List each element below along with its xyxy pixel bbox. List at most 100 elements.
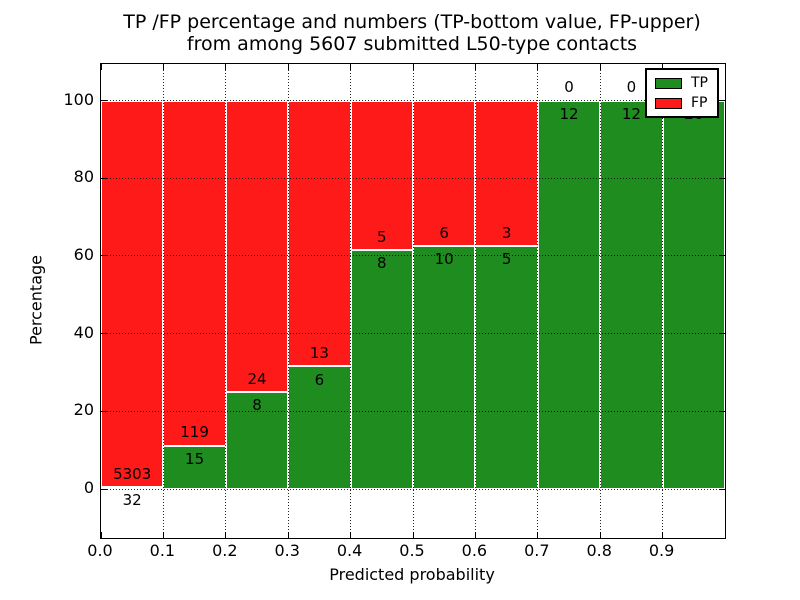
- bar-4-fp-count-label: 5: [377, 227, 387, 246]
- bar-7-tp-count-label: 12: [559, 104, 579, 123]
- bar-4-tp-count-label: 8: [377, 254, 387, 273]
- x-tick-label-0.8: 0.8: [586, 541, 612, 560]
- bar-5-fp-count-label: 6: [439, 224, 449, 242]
- bar-3-fp-count-label: 13: [309, 344, 329, 363]
- y-tickmark-right-100: [719, 100, 725, 102]
- x-tick-label-0.4: 0.4: [336, 541, 363, 560]
- x-tickmark-top-1: [162, 64, 164, 70]
- x-tickmark-bottom-0: [100, 532, 102, 538]
- bar-6-tp-count-label: 5: [501, 250, 512, 269]
- x-tickmark-top-2: [225, 64, 227, 70]
- bar-1-tp-count-label: 15: [185, 449, 205, 468]
- x-tickmark-bottom-7: [537, 532, 539, 538]
- bar-5-tp-count-label: 10: [434, 250, 454, 269]
- bar-0-tp-segment: [101, 486, 164, 490]
- y-tickmark-right-20: [719, 410, 725, 412]
- bar-5-tp-segment: [413, 246, 476, 490]
- y-tick-label-20: 20: [73, 400, 94, 420]
- x-tickmark-bottom-10: [724, 532, 726, 538]
- x-tickmark-top-8: [599, 64, 601, 70]
- bar-7-fp-count-label: 0: [564, 78, 574, 97]
- bar-8-fp-count-label: 0: [626, 78, 637, 97]
- plot-area: 530332119152481365861035012012026 TP FP: [100, 63, 726, 539]
- gridline-x-0.9: [662, 64, 664, 538]
- legend-item-tp: TP: [655, 76, 708, 90]
- y-tickmark-right-40: [719, 333, 725, 335]
- bar-1-fp-segment: [163, 100, 226, 446]
- bar-8-tp-count-label: 12: [621, 104, 641, 123]
- x-tickmark-top-4: [350, 64, 352, 70]
- x-tickmark-bottom-6: [474, 532, 476, 538]
- gridline-x-0.4: [350, 64, 352, 538]
- y-tickmark-left-80: [101, 177, 107, 179]
- x-tick-label-0.2: 0.2: [212, 541, 238, 560]
- bar-1-tp-segment: [163, 445, 226, 490]
- bar-0-tp-count-label: 32: [122, 490, 142, 509]
- y-tickmark-left-100: [101, 100, 107, 102]
- y-tick-label-0: 0: [83, 478, 94, 498]
- y-tickmark-left-0: [101, 488, 107, 490]
- bar-6-fp-count-label: 3: [501, 224, 512, 242]
- bar-5-fp-segment: [413, 100, 476, 247]
- gridline-x-0.5: [412, 64, 414, 538]
- bar-4-tp-segment: [350, 249, 413, 490]
- bar-3-fp-segment: [288, 100, 351, 367]
- y-tickmark-right-0: [719, 488, 725, 490]
- x-tick-label-0.5: 0.5: [399, 541, 425, 560]
- x-tick-label-0.0: 0.0: [87, 541, 113, 560]
- fp-legend-swatch: [655, 97, 682, 109]
- gridline-x-0.7: [537, 64, 539, 538]
- bar-2-tp-count-label: 8: [252, 396, 262, 415]
- y-tickmark-left-60: [101, 255, 107, 257]
- x-tickmark-top-5: [412, 64, 414, 70]
- bar-8-tp-segment: [600, 100, 663, 490]
- gridline-x-0.6: [474, 64, 476, 538]
- x-axis-label: Predicted probability: [329, 565, 495, 584]
- x-tick-label-0.6: 0.6: [461, 541, 488, 560]
- x-tick-label-0.3: 0.3: [274, 541, 300, 560]
- bar-6-fp-segment: [475, 100, 538, 247]
- bar-3-tp-count-label: 6: [314, 370, 325, 389]
- x-tick-label-0.1: 0.1: [149, 541, 176, 560]
- x-tickmark-top-10: [724, 64, 726, 70]
- tp-legend-swatch: [655, 77, 682, 89]
- x-tickmark-bottom-9: [662, 532, 664, 538]
- chart-title: TP /FP percentage and numbers (TP-bottom…: [100, 11, 724, 55]
- bar-0-fp-count-label: 5303: [113, 464, 152, 483]
- y-tick-label-100: 100: [63, 89, 94, 109]
- x-tickmark-top-7: [537, 64, 539, 70]
- x-tickmark-bottom-8: [599, 532, 601, 538]
- y-tickmark-right-60: [719, 255, 725, 257]
- x-tickmark-bottom-5: [412, 532, 414, 538]
- bar-3-tp-segment: [288, 366, 351, 490]
- y-tick-label-80: 80: [73, 167, 94, 187]
- legend: TP FP: [645, 68, 719, 118]
- bar-2-fp-count-label: 24: [247, 369, 267, 388]
- chart-title-line1: TP /FP percentage and numbers (TP-bottom…: [123, 11, 701, 33]
- y-tickmark-left-40: [101, 333, 107, 335]
- gridline-x-0.3: [287, 64, 289, 538]
- bar-9-tp-segment: [662, 100, 725, 490]
- chart-title-line2: from among 5607 submitted L50-type conta…: [186, 33, 638, 55]
- x-tick-label-0.9: 0.9: [648, 541, 675, 560]
- legend-item-fp: FP: [655, 96, 708, 110]
- fp-legend-label: FP: [691, 95, 708, 111]
- y-tickmark-left-20: [101, 410, 107, 412]
- x-tickmark-top-3: [287, 64, 289, 70]
- x-tickmark-bottom-1: [162, 532, 164, 538]
- gridline-x-0.2: [225, 64, 227, 538]
- bar-2-fp-segment: [225, 100, 289, 392]
- bar-4-fp-segment: [350, 100, 413, 250]
- gridline-x-0.1: [162, 64, 164, 538]
- x-tickmark-bottom-2: [225, 532, 227, 538]
- x-tickmark-top-0: [100, 64, 102, 70]
- bar-2-tp-segment: [225, 391, 289, 490]
- bar-1-fp-count-label: 119: [180, 423, 209, 442]
- x-tick-label-0.7: 0.7: [524, 541, 550, 560]
- y-tick-label-60: 60: [73, 244, 94, 264]
- x-tickmark-bottom-3: [287, 532, 289, 538]
- gridline-x-0.8: [599, 64, 601, 538]
- x-tickmark-top-6: [474, 64, 476, 70]
- tp-legend-label: TP: [691, 75, 708, 91]
